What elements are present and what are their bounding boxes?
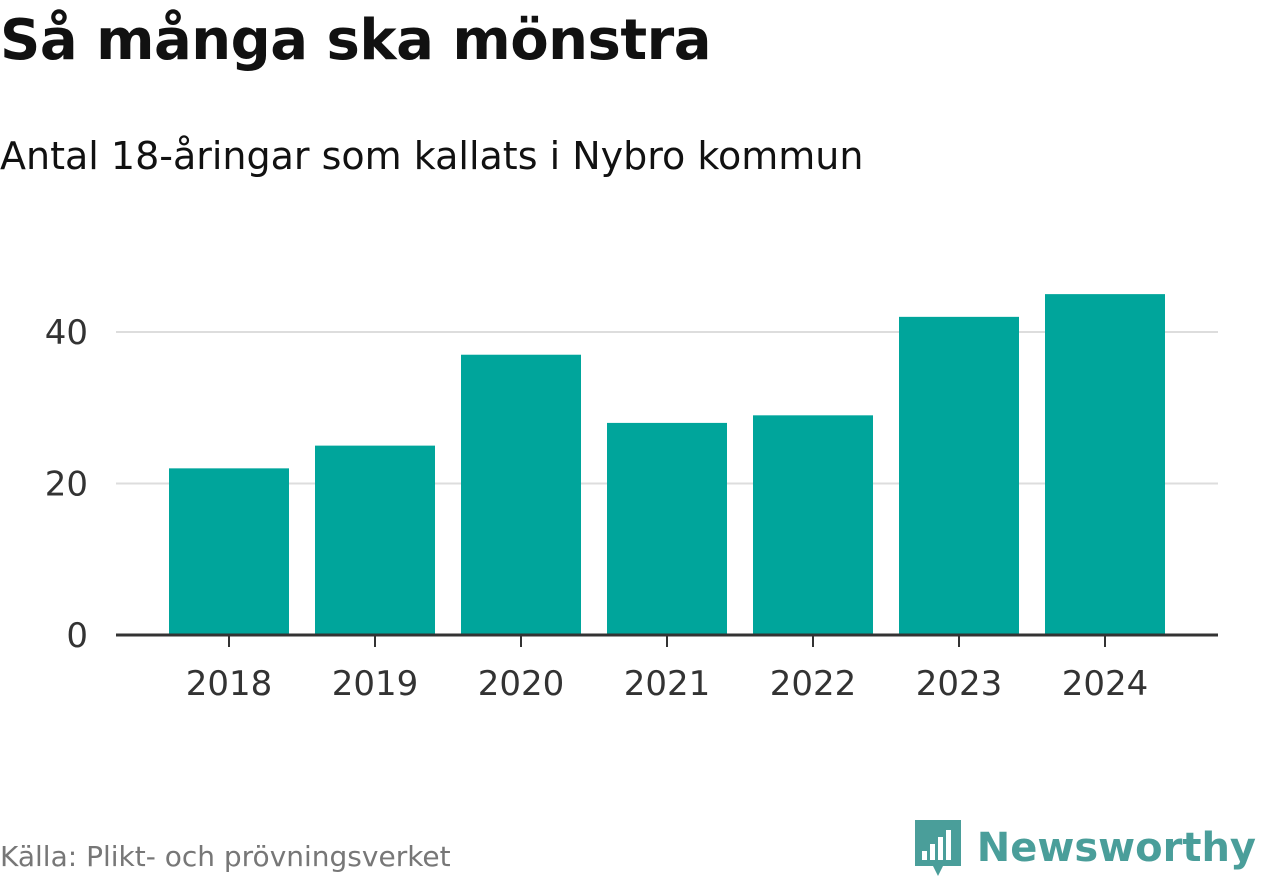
bar-2021 (607, 422, 727, 635)
source-note: Källa: Plikt- och prövningsverket (0, 840, 451, 873)
bar-2023 (899, 316, 1019, 635)
x-tick-label: 2021 (624, 664, 711, 704)
y-tick-label: 0 (66, 616, 88, 656)
y-ticks: 0 20 40 (45, 313, 88, 656)
bar-chart-speech-bubble-icon (914, 820, 961, 876)
brand-name: Newsworthy (976, 825, 1256, 871)
bar-chart: 2018 2019 2020 2021 2022 2023 2024 0 20 40 (45, 294, 1218, 704)
x-tick-label: 2023 (916, 664, 1003, 704)
bars (169, 294, 1165, 635)
brand-logo[interactable]: Newsworthy (913, 818, 1256, 878)
bar-2020 (461, 354, 581, 635)
x-tick-label: 2018 (186, 664, 273, 704)
chart-title: Så många ska mönstra (0, 8, 712, 73)
y-tick-label: 40 (45, 313, 88, 353)
x-tick-label: 2024 (1062, 664, 1149, 704)
x-tick-label: 2022 (770, 664, 857, 704)
bar-2024 (1045, 294, 1165, 635)
x-tick-label: 2020 (478, 664, 565, 704)
x-ticks: 2018 2019 2020 2021 2022 2023 2024 (186, 635, 1149, 704)
chart-subtitle: Antal 18-åringar som kallats i Nybro kom… (0, 134, 864, 178)
bar-2022 (753, 415, 873, 635)
bar-2018 (169, 468, 289, 635)
bar-2019 (315, 445, 435, 635)
x-tick-label: 2019 (332, 664, 419, 704)
y-tick-label: 20 (45, 465, 88, 505)
